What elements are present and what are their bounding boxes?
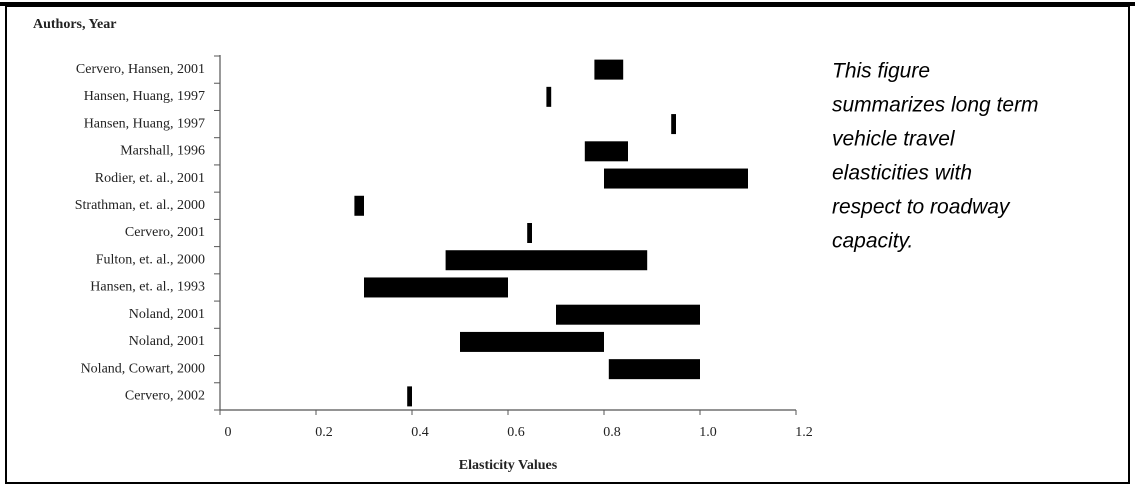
bar: [407, 386, 412, 407]
bar: [556, 304, 700, 325]
frame: [5, 5, 1130, 484]
y-tick-label: Hansen, Huang, 1997: [84, 89, 205, 104]
y-tick-label: Marshall, 1996: [120, 144, 205, 159]
y-tick-label: Noland, 2001: [129, 307, 205, 322]
y-tick-label: Fulton, et. al., 2000: [96, 252, 205, 267]
x-tick-label: 0.2: [315, 425, 333, 440]
bar: [527, 223, 532, 243]
x-tick-label: 0.8: [603, 425, 621, 440]
bar: [584, 141, 628, 162]
note-line: capacity.: [832, 230, 913, 253]
bar: [604, 168, 748, 189]
y-tick-label: Rodier, et. al., 2001: [95, 171, 205, 186]
bar: [608, 359, 700, 380]
note-line: summarizes long term: [832, 94, 1039, 117]
y-tick-label: Noland, Cowart, 2000: [81, 361, 205, 376]
note-line: This figure: [832, 60, 930, 83]
bar: [546, 86, 552, 107]
bar: [460, 331, 604, 352]
x-tick-label: 1.0: [699, 425, 717, 440]
y-tick-label: Hansen, et. al., 1993: [90, 280, 205, 295]
x-axis-label: Elasticity Values: [459, 458, 558, 473]
bar: [594, 59, 624, 80]
x-tick-label: 0: [225, 425, 232, 440]
y-tick-label: Cervero, Hansen, 2001: [76, 62, 205, 77]
x-tick-label: 0.4: [411, 425, 429, 440]
y-tick-label: Cervero, 2002: [125, 389, 205, 404]
bar: [354, 195, 364, 216]
note-line: respect to roadway: [832, 196, 1011, 219]
note-line: elasticities with: [832, 162, 972, 185]
y-tick-label: Hansen, Huang, 1997: [84, 116, 205, 131]
bar: [364, 277, 508, 298]
note-line: vehicle travel: [832, 128, 956, 151]
y-tick-label: Noland, 2001: [129, 334, 205, 349]
x-tick-label: 0.6: [507, 425, 525, 440]
x-tick-label: 1.2: [795, 425, 813, 440]
y-tick-label: Cervero, 2001: [125, 225, 205, 240]
y-axis-label: Authors, Year: [33, 17, 116, 32]
y-tick-label: Strathman, et. al., 2000: [75, 198, 205, 213]
bar: [445, 250, 648, 271]
bar: [671, 114, 676, 135]
